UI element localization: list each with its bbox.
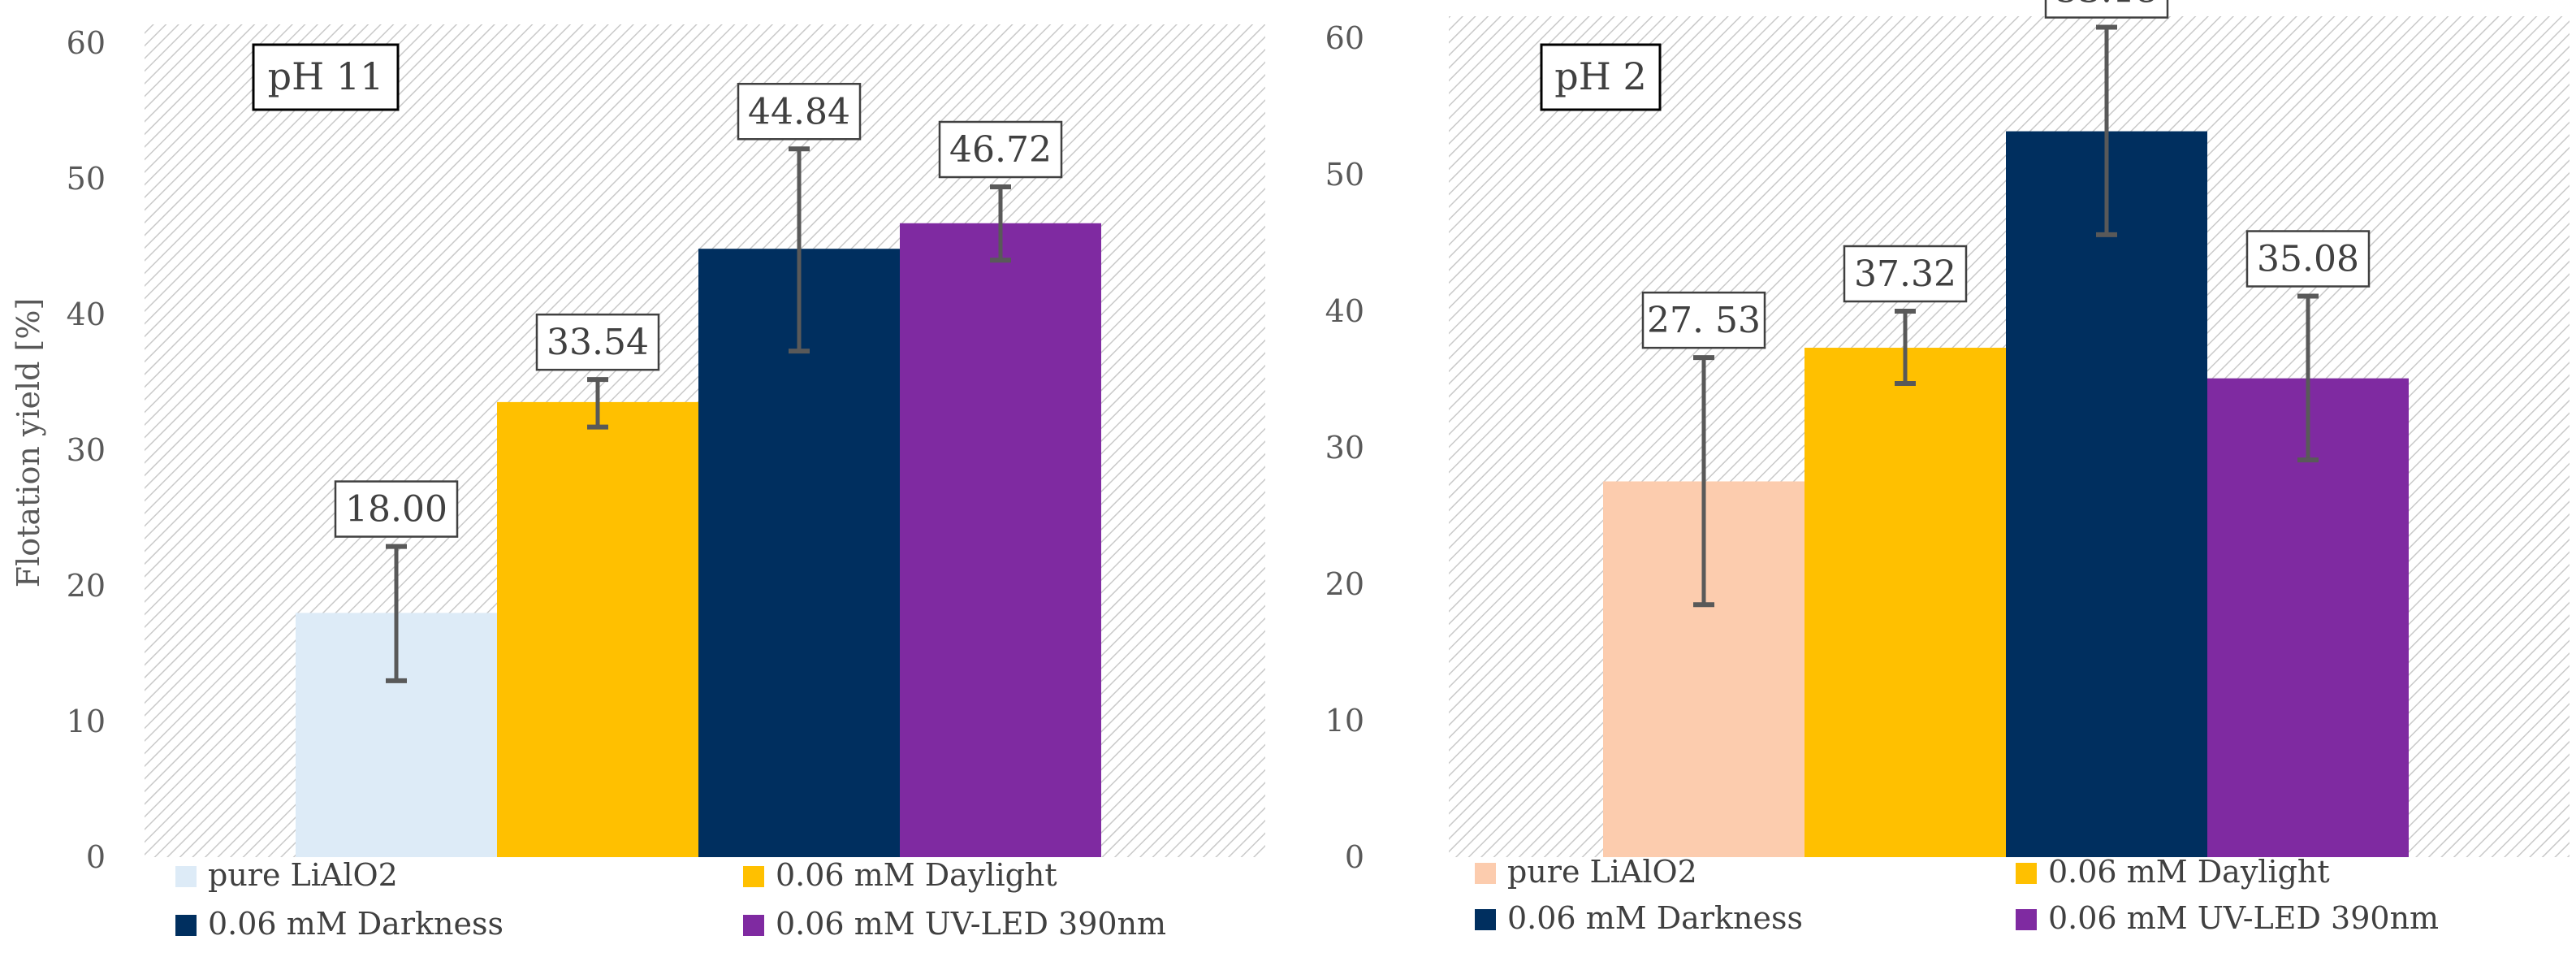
legend-item: pure LiAlO2: [1475, 854, 1697, 890]
data-label: 33.54: [547, 322, 649, 363]
legend-swatch: [1475, 909, 1496, 930]
legend-item: 0.06 mM Darkness: [175, 906, 504, 942]
error-bars: [1693, 24, 2319, 608]
y-axis-ticks: 0 10 20 30 40 50 60: [67, 25, 106, 875]
panel-title-box: pH 11: [252, 43, 400, 111]
y-axis-label: Flotation yield [%]: [11, 298, 46, 588]
data-label: 18.00: [345, 489, 447, 531]
legend: pure LiAlO2 0.06 mM Daylight 0.06 mM Darkn…: [1475, 854, 2439, 936]
legend-label: pure LiAlO2: [1507, 854, 1697, 890]
y-tick-label: 0: [86, 839, 106, 875]
legend-label: 0.06 mM Daylight: [776, 857, 1057, 893]
data-label: 46.72: [949, 129, 1052, 171]
data-label: 27. 53: [1647, 300, 1761, 341]
y-tick-label: 10: [67, 704, 106, 739]
data-label: 37.32: [1854, 253, 1956, 295]
error-bar: [1895, 309, 1916, 387]
data-label: 44.84: [748, 91, 850, 132]
y-tick-label: 50: [1325, 157, 1364, 193]
error-bar: [386, 544, 407, 683]
y-tick-label: 30: [1325, 430, 1364, 466]
legend-item: 0.06 mM Daylight: [2016, 854, 2330, 890]
y-tick-label: 40: [1325, 293, 1364, 329]
panel-title-box: pH 2: [1540, 43, 1662, 111]
data-label-box: 27. 53: [1641, 291, 1766, 349]
error-bar: [2297, 293, 2319, 463]
data-label-box: 18.00: [334, 480, 459, 538]
y-tick-label: 30: [67, 432, 106, 468]
data-label: 53.18: [2055, 0, 2158, 11]
panel-title: pH 11: [268, 54, 384, 98]
data-labels: 18.00 33.54 44.84 46.72: [334, 83, 1063, 538]
legend-swatch: [743, 866, 764, 887]
y-tick-label: 40: [67, 297, 106, 332]
chart-panel-ph11: 0 10 20 30 40 50 60 18.00 33.54 44.84 46.72 pH 11…: [67, 24, 1265, 942]
y-tick-label: 60: [1325, 20, 1364, 56]
error-bars: [386, 146, 1011, 683]
error-bar: [587, 377, 608, 430]
data-label-box: 46.72: [938, 120, 1063, 179]
legend-item: pure LiAlO2: [175, 857, 398, 893]
legend-item: 0.06 mM UV-LED 390nm: [743, 906, 1166, 942]
legend-item: 0.06 mM Darkness: [1475, 900, 1803, 936]
legend-label: 0.06 mM Darkness: [208, 906, 504, 942]
data-label-box: 33.54: [535, 313, 660, 371]
legend-swatch: [175, 915, 197, 936]
panel-title: pH 2: [1554, 54, 1646, 98]
error-bar: [789, 146, 810, 354]
legend: pure LiAlO2 0.06 mM Daylight 0.06 mM Darkn…: [175, 857, 1166, 942]
legend-swatch: [2016, 909, 2037, 930]
legend-item: 0.06 mM Daylight: [743, 857, 1057, 893]
legend-item: 0.06 mM UV-LED 390nm: [2016, 900, 2439, 936]
legend-swatch: [2016, 863, 2037, 884]
legend-label: 0.06 mM Daylight: [2048, 854, 2330, 890]
legend-label: pure LiAlO2: [208, 857, 398, 893]
data-labels: 27. 53 37.32 53.18 35.08: [1641, 0, 2371, 349]
error-bar: [990, 184, 1011, 263]
error-bar: [2096, 24, 2117, 237]
data-label: 35.08: [2257, 239, 2359, 280]
legend-label: 0.06 mM UV-LED 390nm: [2048, 900, 2439, 936]
y-tick-label: 50: [67, 161, 106, 197]
y-tick-label: 60: [67, 25, 106, 61]
legend-label: 0.06 mM Darkness: [1507, 900, 1803, 936]
legend-label: 0.06 mM UV-LED 390nm: [776, 906, 1166, 942]
chart-panel-ph2: 0 10 20 30 40 50 60 27. 53 37.32 53.18 35.08 pH 2…: [1325, 0, 2570, 936]
data-label-box: 35.08: [2245, 230, 2371, 288]
data-label-box: 44.84: [737, 83, 862, 141]
y-axis-ticks: 0 10 20 30 40 50 60: [1325, 20, 1364, 875]
y-tick-label: 20: [67, 568, 106, 604]
legend-swatch: [743, 915, 764, 936]
bar: [900, 223, 1101, 857]
legend-swatch: [1475, 863, 1496, 884]
legend-swatch: [175, 866, 197, 887]
bar: [2006, 131, 2207, 858]
y-tick-label: 10: [1325, 703, 1364, 739]
data-label-box: 53.18: [2044, 0, 2169, 19]
y-tick-label: 20: [1325, 566, 1364, 602]
error-bar: [1693, 355, 1714, 608]
y-tick-label: 0: [1345, 839, 1364, 875]
bar: [497, 401, 698, 858]
data-label-box: 37.32: [1843, 245, 1968, 303]
bar: [1804, 348, 2006, 857]
